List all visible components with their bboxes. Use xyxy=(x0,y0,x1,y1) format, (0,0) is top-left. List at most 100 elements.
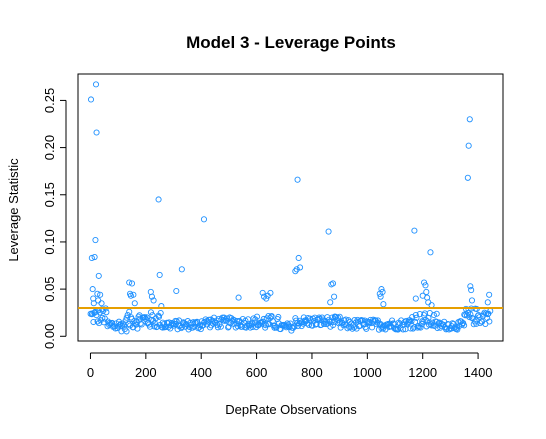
data-point xyxy=(138,321,145,328)
data-point xyxy=(461,322,468,329)
data-point xyxy=(200,322,207,329)
data-point xyxy=(275,313,282,321)
data-point xyxy=(93,129,100,136)
x-tick-label: 1000 xyxy=(353,365,382,380)
data-point xyxy=(128,280,136,287)
data-point xyxy=(469,315,476,322)
data-point xyxy=(345,317,352,324)
x-tick-label: 800 xyxy=(301,365,323,380)
data-point xyxy=(466,116,473,123)
data-point xyxy=(143,314,150,321)
data-point xyxy=(424,318,431,325)
data-point xyxy=(467,283,474,290)
data-point xyxy=(413,314,420,321)
data-point xyxy=(325,228,332,235)
data-point xyxy=(155,196,162,203)
data-point xyxy=(156,271,163,279)
data-point xyxy=(259,318,266,325)
y-tick-label: 0.20 xyxy=(42,135,57,160)
data-point xyxy=(178,266,185,273)
data-point xyxy=(349,325,356,332)
data-point xyxy=(327,299,334,306)
data-point xyxy=(486,318,493,325)
data-point xyxy=(410,325,417,332)
data-point xyxy=(294,176,301,183)
data-point xyxy=(97,291,104,298)
data-point xyxy=(100,319,107,326)
data-point xyxy=(133,318,140,325)
data-point xyxy=(92,236,99,244)
y-axis: 0.00 0.05 0.10 0.15 0.20 0.25 xyxy=(42,88,67,349)
data-point xyxy=(88,254,95,262)
data-point xyxy=(465,142,472,149)
data-point xyxy=(96,309,103,316)
data-point xyxy=(228,315,235,322)
data-point xyxy=(103,309,110,316)
data-point xyxy=(473,305,480,313)
data-point xyxy=(468,287,475,294)
data-point xyxy=(363,325,370,332)
x-axis: 0 200 400 600 800 1000 1200 1400 xyxy=(87,352,493,380)
data-point xyxy=(92,81,100,88)
data-point xyxy=(421,310,428,317)
data-point xyxy=(412,295,419,302)
data-point xyxy=(235,294,242,301)
data-point xyxy=(468,297,476,304)
data-point xyxy=(225,323,232,330)
data-point xyxy=(130,291,137,298)
data-point xyxy=(263,295,270,302)
data-point xyxy=(95,297,102,304)
data-point xyxy=(214,321,221,328)
data-point xyxy=(150,297,157,304)
data-point xyxy=(417,324,424,331)
data-point xyxy=(217,323,224,330)
data-point xyxy=(94,290,101,297)
data-point xyxy=(378,286,385,293)
data-point xyxy=(200,216,208,223)
x-tick-label: 200 xyxy=(135,365,157,380)
data-point xyxy=(464,174,471,181)
data-point xyxy=(295,254,302,262)
y-axis-label: Leverage Statistic xyxy=(6,158,21,262)
data-point xyxy=(89,286,96,293)
data-point xyxy=(470,321,477,328)
data-point xyxy=(148,293,155,300)
data-point xyxy=(292,268,299,275)
data-point xyxy=(126,308,133,315)
data-point xyxy=(412,318,419,325)
data-point xyxy=(389,317,396,324)
data-point xyxy=(486,291,493,298)
x-tick-label: 0 xyxy=(87,365,94,380)
y-tick-label: 0.15 xyxy=(42,182,57,207)
data-point xyxy=(369,324,376,331)
data-point xyxy=(173,287,180,295)
data-point xyxy=(407,325,414,332)
data-point xyxy=(374,319,381,326)
data-point xyxy=(125,320,132,327)
plot-frame xyxy=(77,73,504,342)
y-tick-label: 0.05 xyxy=(42,276,57,301)
data-point xyxy=(328,318,335,325)
data-point xyxy=(95,272,102,279)
data-point xyxy=(98,306,105,313)
data-point xyxy=(98,300,105,307)
data-point xyxy=(137,320,144,327)
data-point xyxy=(293,266,300,273)
y-tick-label: 0.10 xyxy=(42,229,57,254)
data-point xyxy=(106,319,113,327)
data-point xyxy=(423,288,430,295)
data-point xyxy=(126,279,133,286)
data-point xyxy=(408,318,415,325)
data-point xyxy=(267,289,274,296)
data-point xyxy=(91,253,98,261)
data-point xyxy=(94,318,101,325)
data-point xyxy=(409,313,416,321)
data-point xyxy=(123,328,130,335)
x-tick-label: 1200 xyxy=(408,365,437,380)
data-point xyxy=(484,299,491,306)
data-point xyxy=(379,288,386,295)
data-point xyxy=(450,321,457,328)
y-tick-label: 0.25 xyxy=(42,88,57,113)
data-point xyxy=(427,249,434,256)
x-tick-label: 1400 xyxy=(464,365,493,380)
